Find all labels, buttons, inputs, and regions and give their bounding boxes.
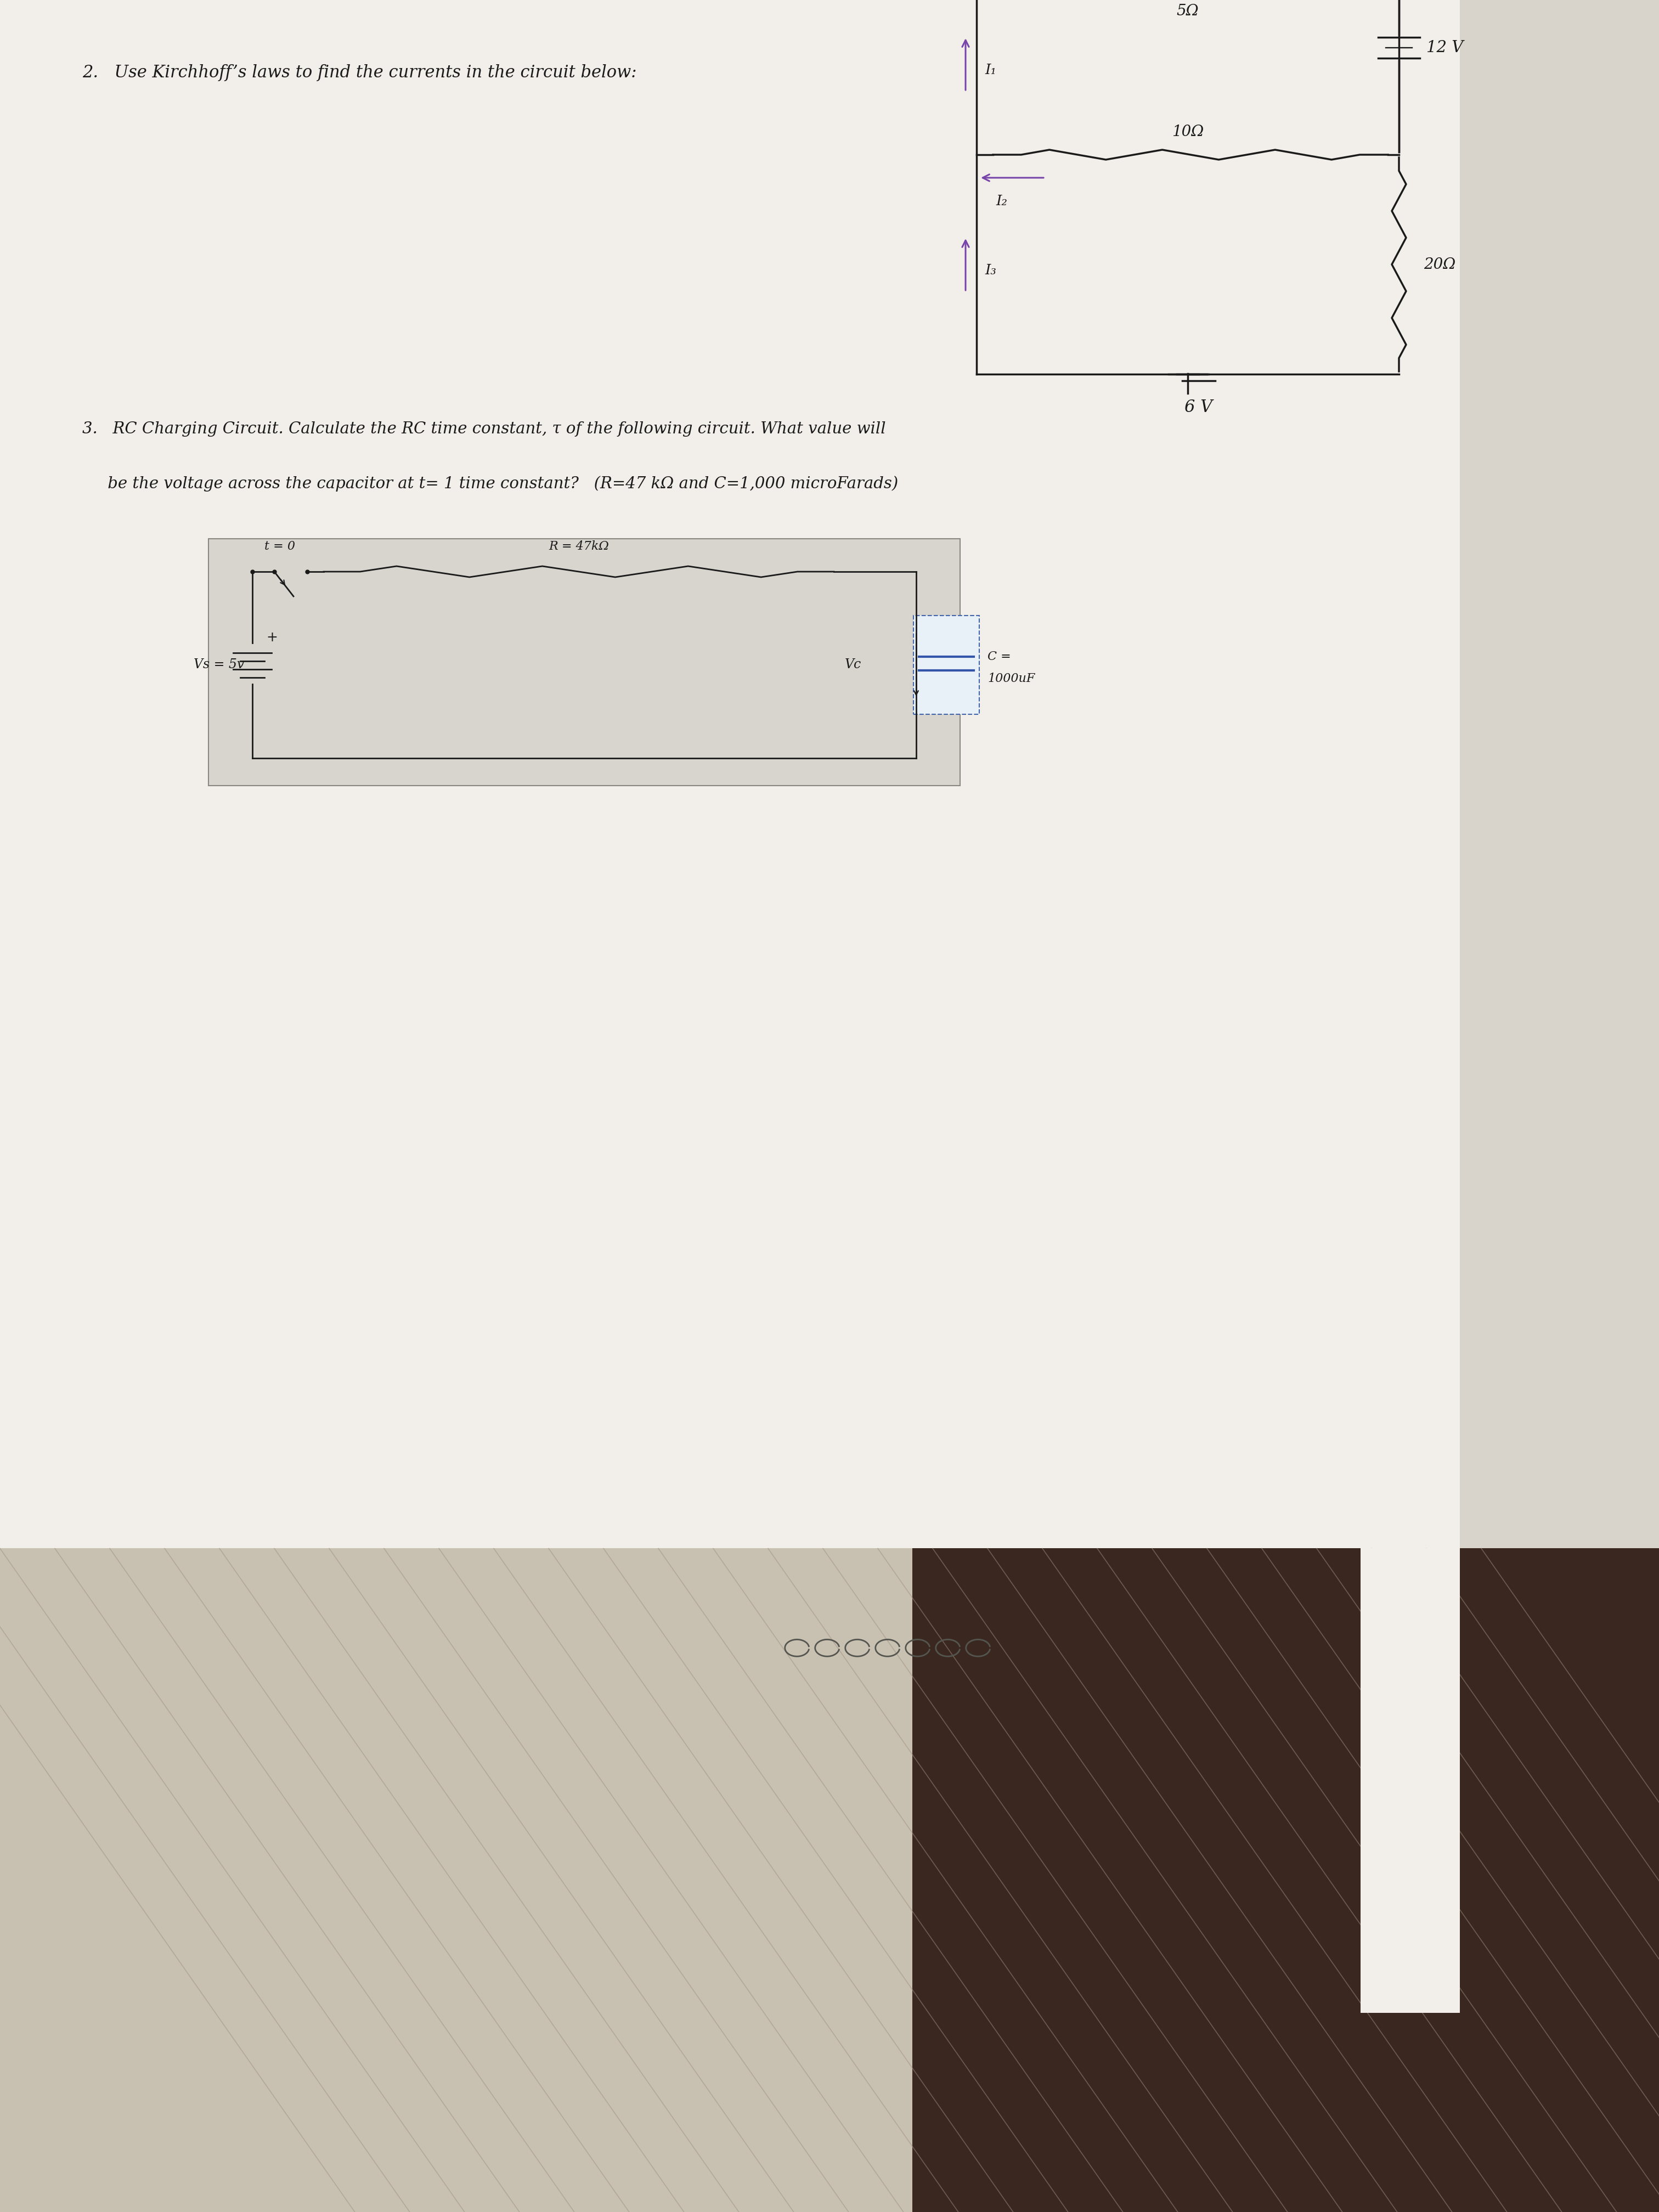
FancyBboxPatch shape — [1360, 1548, 1460, 2013]
FancyBboxPatch shape — [0, 0, 1460, 1548]
Text: 12 V: 12 V — [1427, 40, 1463, 55]
Text: 20Ω: 20Ω — [1423, 257, 1455, 272]
FancyBboxPatch shape — [209, 540, 961, 785]
Text: Vc: Vc — [844, 659, 861, 670]
Text: 6 V: 6 V — [1185, 398, 1213, 416]
Text: be the voltage across the capacitor at t= 1 time constant?   (R=47 kΩ and C=1,00: be the voltage across the capacitor at t… — [83, 476, 898, 491]
Text: I₃: I₃ — [985, 263, 997, 276]
Text: R = 47kΩ: R = 47kΩ — [549, 540, 609, 553]
Text: I₂: I₂ — [995, 195, 1007, 208]
Text: 10Ω: 10Ω — [1171, 124, 1204, 139]
FancyBboxPatch shape — [0, 1548, 912, 2212]
Text: 5Ω: 5Ω — [1176, 4, 1199, 18]
Text: 3.   RC Charging Circuit. Calculate the RC time constant, τ of the following cir: 3. RC Charging Circuit. Calculate the RC… — [83, 420, 886, 436]
FancyBboxPatch shape — [914, 615, 979, 714]
FancyBboxPatch shape — [912, 1548, 1659, 2212]
FancyBboxPatch shape — [0, 1548, 1659, 2212]
Text: t = 0: t = 0 — [264, 540, 295, 553]
Text: +: + — [265, 630, 277, 644]
Text: 1000uF: 1000uF — [987, 672, 1035, 686]
Text: C =: C = — [987, 650, 1010, 664]
Text: I₁: I₁ — [985, 62, 997, 77]
Text: Vs = 5v: Vs = 5v — [194, 659, 244, 670]
Text: 2.   Use Kirchhoff’s laws to find the currents in the circuit below:: 2. Use Kirchhoff’s laws to find the curr… — [83, 64, 637, 82]
